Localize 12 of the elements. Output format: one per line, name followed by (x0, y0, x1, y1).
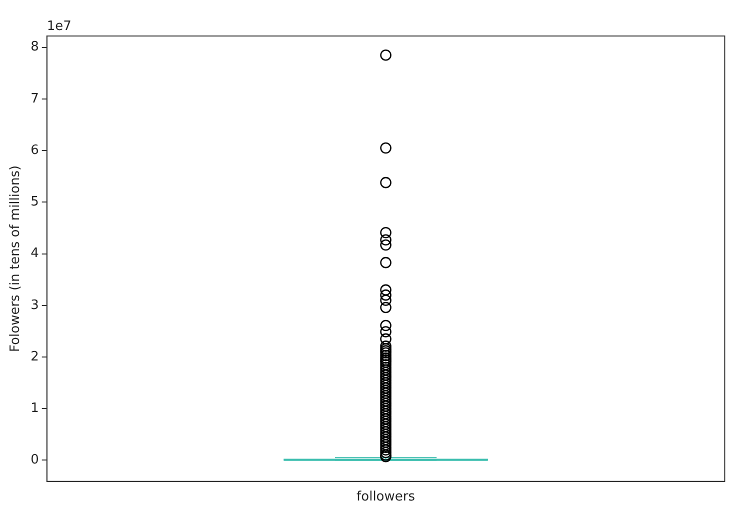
y-tick-label: 1 (30, 401, 39, 416)
y-tick-label: 8 (30, 40, 39, 55)
y-tick-label: 2 (30, 349, 39, 364)
x-tick-label: followers (356, 490, 416, 505)
y-tick-label: 7 (30, 91, 39, 106)
y-tick-label: 0 (30, 452, 39, 468)
y-axis-title: Folowers (in tens of millions) (8, 165, 24, 352)
y-tick-label: 4 (30, 246, 39, 262)
text: 1e7 (46, 18, 72, 34)
y-tick-label: 5 (30, 194, 39, 210)
y-tick-label: 6 (30, 142, 39, 158)
y-tick-label: 3 (30, 298, 39, 313)
